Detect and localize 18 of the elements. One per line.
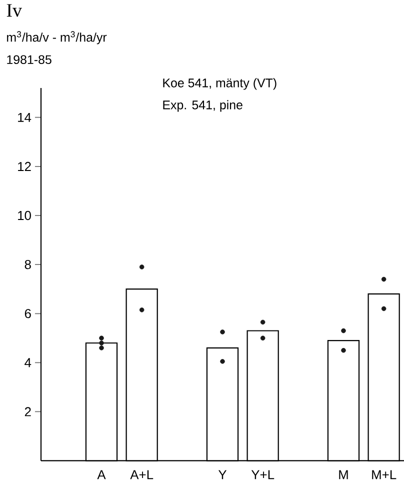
y-tick-label: 4 (24, 358, 32, 368)
y-tick-label: 12 (18, 162, 31, 171)
x-tick-label: M (339, 470, 348, 480)
y-tick-label: 6 (24, 308, 31, 318)
annotation: Koe 541, mänty (VT) (163, 78, 276, 90)
chart-subtitle: 1981-85 (7, 55, 52, 64)
x-tick-label: A+L (130, 470, 154, 480)
x-tick-label: Y (218, 470, 227, 480)
annotation: Exp. 541, pine (163, 100, 242, 112)
y-axis-title: m$^{3}$/ha/v - m$^{3}$/ha/yr (7, 31, 107, 44)
chart-title: Iv (6, 4, 22, 17)
y-tick-label: 8 (24, 260, 31, 270)
y-tick-label: 14 (18, 112, 32, 122)
x-tick-label: A (97, 470, 106, 480)
x-tick-label: Y+L (251, 470, 274, 480)
y-tick-label: 10 (18, 210, 31, 220)
y-tick-label: 2 (24, 407, 31, 416)
x-tick-label: M+L (372, 470, 396, 480)
